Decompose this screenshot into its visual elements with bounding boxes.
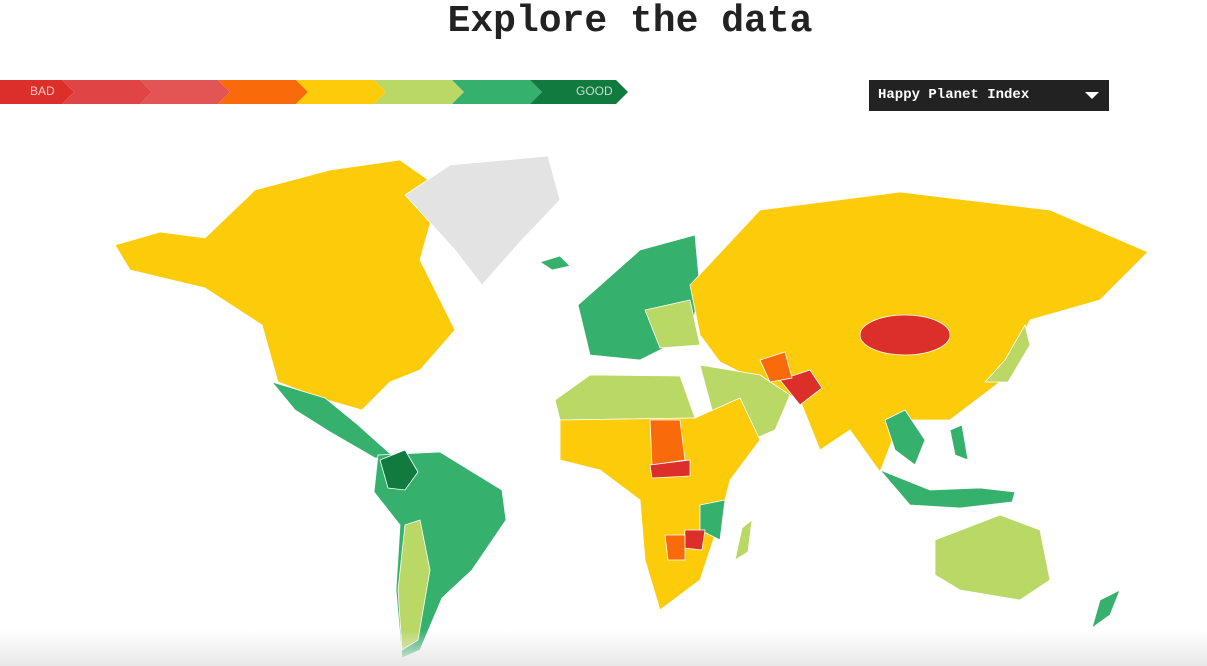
legend-step (374, 80, 464, 104)
greenland[interactable] (404, 155, 561, 286)
legend-high-label: GOOD (576, 84, 613, 98)
chad[interactable] (649, 419, 686, 466)
iran[interactable] (759, 351, 793, 383)
africa[interactable] (559, 397, 761, 611)
east-africa[interactable] (699, 499, 726, 541)
page-title: Explore the data (447, 0, 813, 43)
iceland[interactable] (539, 255, 571, 271)
botswana[interactable] (664, 534, 686, 561)
dropdown-label: Happy Planet Index (878, 87, 1030, 103)
philippines[interactable] (949, 424, 969, 461)
legend-step (0, 80, 74, 104)
middle-east[interactable] (699, 364, 791, 446)
madagascar[interactable] (734, 519, 753, 561)
world-map (114, 155, 1149, 659)
legend-step (140, 80, 230, 104)
australia[interactable] (934, 514, 1051, 601)
legend-step (218, 80, 308, 104)
legend-step (62, 80, 152, 104)
central-african-republic[interactable] (649, 459, 691, 479)
eastern-europe[interactable] (644, 299, 701, 349)
legend-step (530, 80, 628, 104)
legend-step (452, 80, 542, 104)
indonesia[interactable] (879, 469, 1016, 509)
bottom-shade (0, 630, 1207, 666)
mongolia[interactable] (859, 314, 951, 356)
japan[interactable] (984, 323, 1031, 383)
afghanistan[interactable] (779, 369, 823, 406)
southeast-asia[interactable] (884, 409, 926, 466)
new-zealand[interactable] (1091, 589, 1121, 630)
indicator-dropdown[interactable]: Happy Planet Index (869, 80, 1109, 111)
north-america[interactable] (114, 159, 456, 411)
colombia[interactable] (379, 449, 419, 491)
north-africa[interactable] (554, 374, 696, 421)
legend-low-label: BAD (30, 84, 55, 98)
color-legend: BAD GOOD (0, 80, 628, 104)
zimbabwe[interactable] (683, 529, 706, 551)
legend-step (296, 80, 386, 104)
dropdown-caret (1085, 92, 1099, 99)
